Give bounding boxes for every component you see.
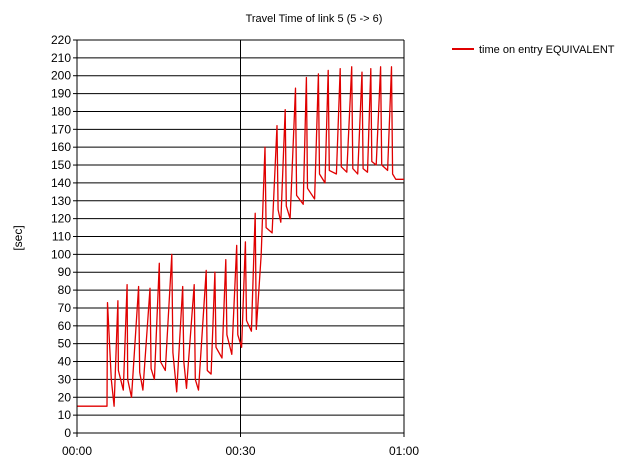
x-tick-label: 01:00	[389, 444, 419, 458]
y-tick-label: 40	[58, 355, 72, 369]
x-tick-labels: 00:00 00:30 01:00	[62, 444, 419, 458]
series-line	[77, 66, 404, 407]
y-tick-label: 50	[58, 337, 72, 351]
y-tick-label: 200	[51, 69, 71, 83]
chart-title: Travel Time of link 5 (5 -> 6)	[246, 13, 383, 25]
y-tick-label: 90	[58, 265, 72, 279]
y-tick-label: 180	[51, 104, 71, 118]
y-tick-label: 10	[58, 408, 72, 422]
series-layer	[77, 66, 404, 407]
grid-lines	[76, 39, 405, 434]
y-tick-labels: 0 10 20 30 40 50 60 70 80 90 100 110 120 130 140 150 160…	[51, 33, 71, 440]
axes	[73, 39, 405, 437]
y-tick-label: 120	[51, 212, 71, 226]
y-tick-label: 210	[51, 51, 71, 65]
y-tick-label: 70	[58, 301, 72, 315]
y-tick-label: 130	[51, 194, 71, 208]
y-tick-label: 80	[58, 283, 72, 297]
y-tick-label: 140	[51, 176, 71, 190]
y-tick-label: 20	[58, 390, 72, 404]
y-tick-label: 170	[51, 122, 71, 136]
x-tick-label: 00:00	[62, 444, 92, 458]
y-tick-label: 30	[58, 372, 72, 386]
y-tick-label: 160	[51, 140, 71, 154]
y-tick-label: 150	[51, 158, 71, 172]
legend: time on entry EQUIVALENT	[452, 44, 615, 56]
legend-label: time on entry EQUIVALENT	[479, 44, 615, 56]
y-tick-label: 100	[51, 247, 71, 261]
x-tick-label: 00:30	[225, 444, 255, 458]
y-tick-label: 0	[64, 426, 71, 440]
y-tick-label: 220	[51, 33, 71, 47]
y-tick-label: 60	[58, 319, 72, 333]
y-axis-label: [sec]	[11, 225, 25, 250]
y-tick-label: 110	[52, 230, 71, 244]
y-tick-label: 190	[51, 87, 71, 101]
